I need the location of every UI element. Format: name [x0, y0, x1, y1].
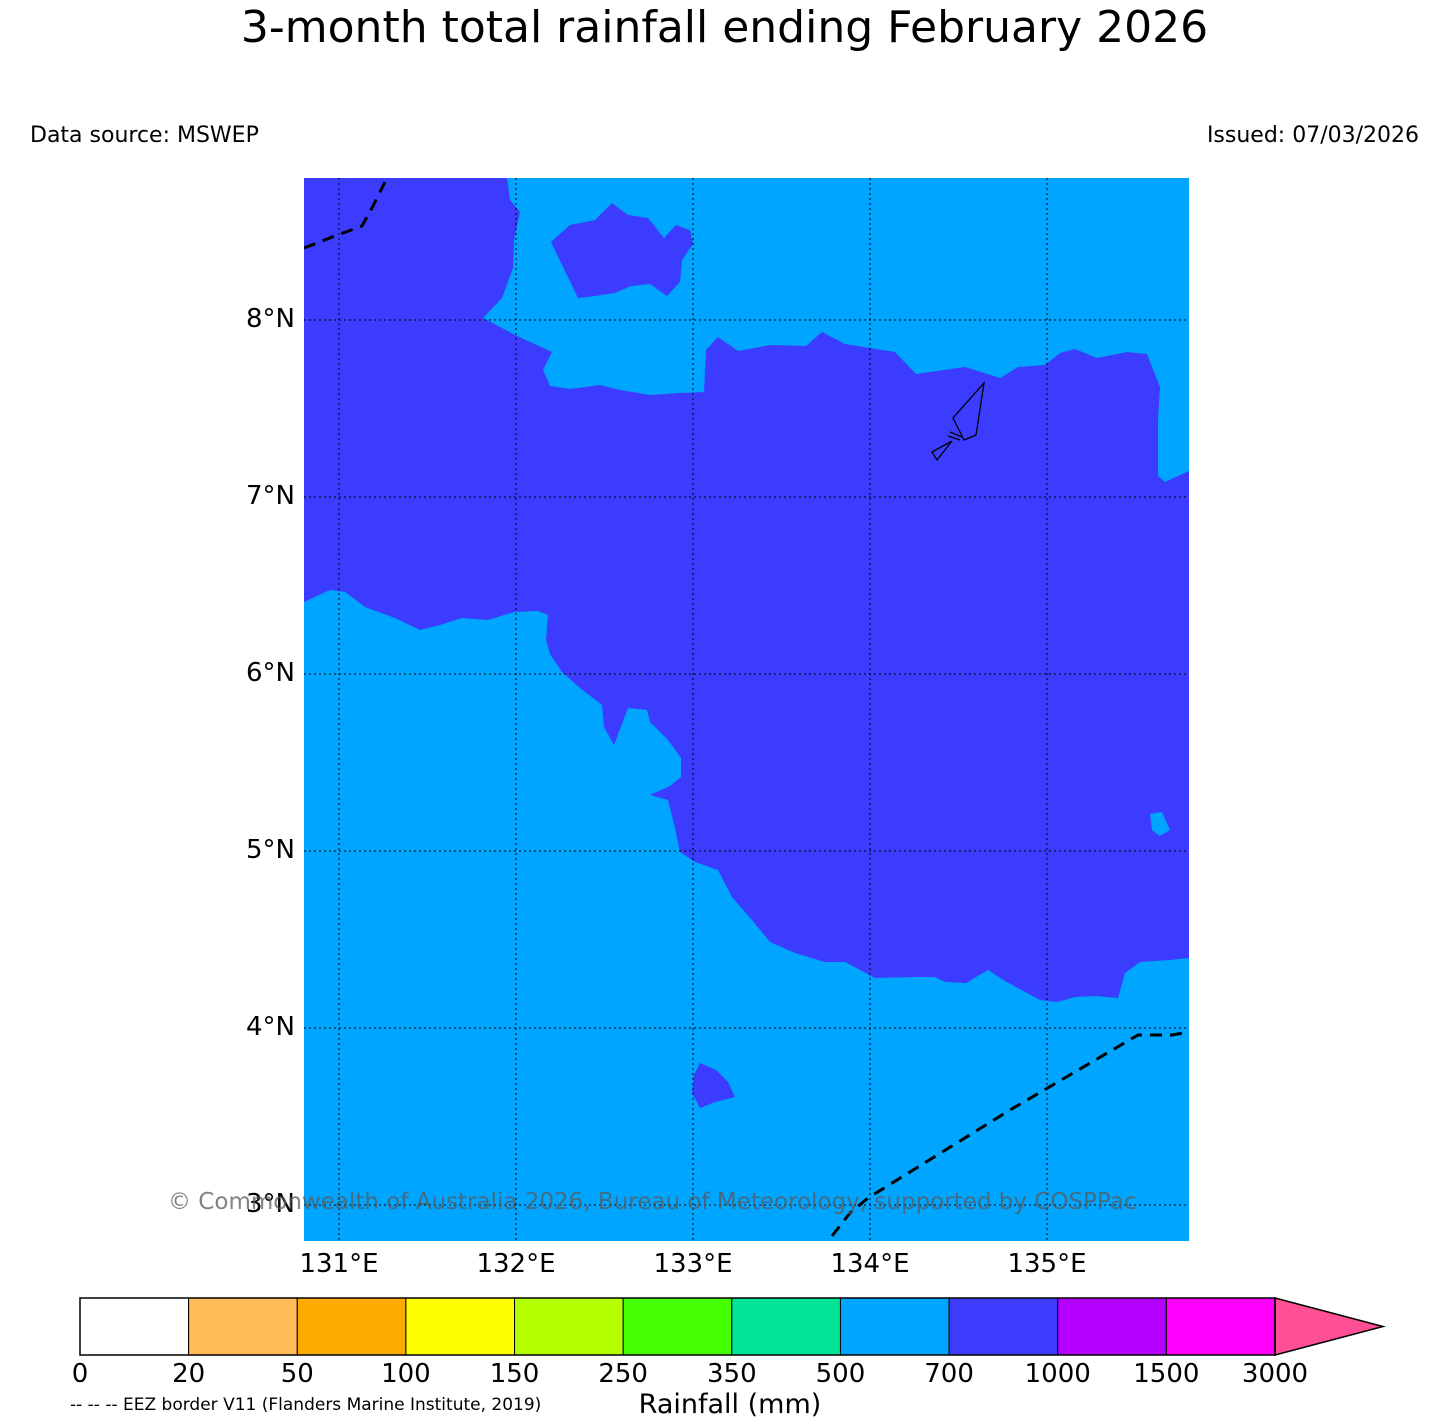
colorbar-tick-label: 50	[280, 1359, 314, 1389]
colorbar-tick-label: 150	[489, 1359, 540, 1389]
latitude-label: 8°N	[246, 304, 295, 334]
map-gridlines	[304, 178, 1189, 1241]
eez-border-note: -- -- -- EEZ border V11 (Flanders Marine…	[70, 1395, 542, 1415]
colorbar	[79, 1297, 1386, 1356]
colorbar-extend-arrow	[1274, 1297, 1386, 1356]
colorbar-swatch	[839, 1297, 950, 1356]
issued-date-label: Issued: 07/03/2026	[1206, 123, 1419, 148]
colorbar-swatch	[622, 1297, 733, 1356]
latitude-label: 6°N	[246, 658, 295, 688]
colorbar-swatch	[79, 1297, 190, 1356]
rainfall-region-500-700-small-patch	[1150, 812, 1170, 836]
longitude-label: 133°E	[653, 1249, 733, 1279]
colorbar-tick-label: 20	[172, 1359, 206, 1389]
rainfall-region-700-1000-patch	[551, 203, 693, 298]
colorbar-swatch	[296, 1297, 407, 1356]
colorbar-swatch	[1057, 1297, 1167, 1356]
colorbar-tick-label: 500	[815, 1359, 866, 1389]
colorbar-tick-label: 1500	[1133, 1359, 1200, 1389]
longitude-label: 132°E	[476, 1249, 556, 1279]
map-title: 3-month total rainfall ending February 2…	[240, 2, 1209, 53]
latitude-label: 7°N	[246, 481, 295, 511]
colorbar-tick-label: 700	[924, 1359, 974, 1389]
longitude-label: 135°E	[1007, 1249, 1087, 1279]
colorbar-tick-label: 1000	[1024, 1359, 1091, 1389]
colorbar-swatch	[514, 1297, 624, 1356]
colorbar-tick-label: 0	[71, 1359, 89, 1389]
colorbar-tick-label: 100	[381, 1359, 431, 1389]
colorbar-tick-label: 250	[598, 1359, 648, 1389]
longitude-label: 131°E	[299, 1249, 379, 1279]
latitude-label: 3°N	[246, 1189, 295, 1219]
eez-border-northwest	[304, 181, 387, 250]
rainfall-region-700-1000-small-island	[692, 1063, 735, 1108]
colorbar-swatch	[1165, 1297, 1276, 1356]
colorbar-swatch	[188, 1297, 298, 1356]
colorbar-tick-label: 350	[706, 1359, 757, 1389]
colorbar-swatch	[948, 1297, 1059, 1356]
data-source-label: Data source: MSWEP	[30, 123, 259, 148]
colorbar-tick-label: 3000	[1241, 1359, 1309, 1389]
latitude-label: 5°N	[246, 835, 295, 865]
longitude-label: 134°E	[830, 1249, 910, 1279]
colorbar-title: Rainfall (mm)	[638, 1389, 822, 1420]
copyright-notice: © Commonwealth of Australia 2026, Bureau…	[168, 1189, 1137, 1215]
eez-border-southeast	[830, 1030, 1190, 1237]
latitude-label: 4°N	[246, 1012, 295, 1042]
colorbar-outline	[79, 1297, 1276, 1356]
colorbar-swatch	[405, 1297, 516, 1356]
colorbar-swatch	[731, 1297, 841, 1356]
island-outline	[931, 380, 985, 462]
rainfall-region-700-1000	[304, 178, 1189, 1002]
